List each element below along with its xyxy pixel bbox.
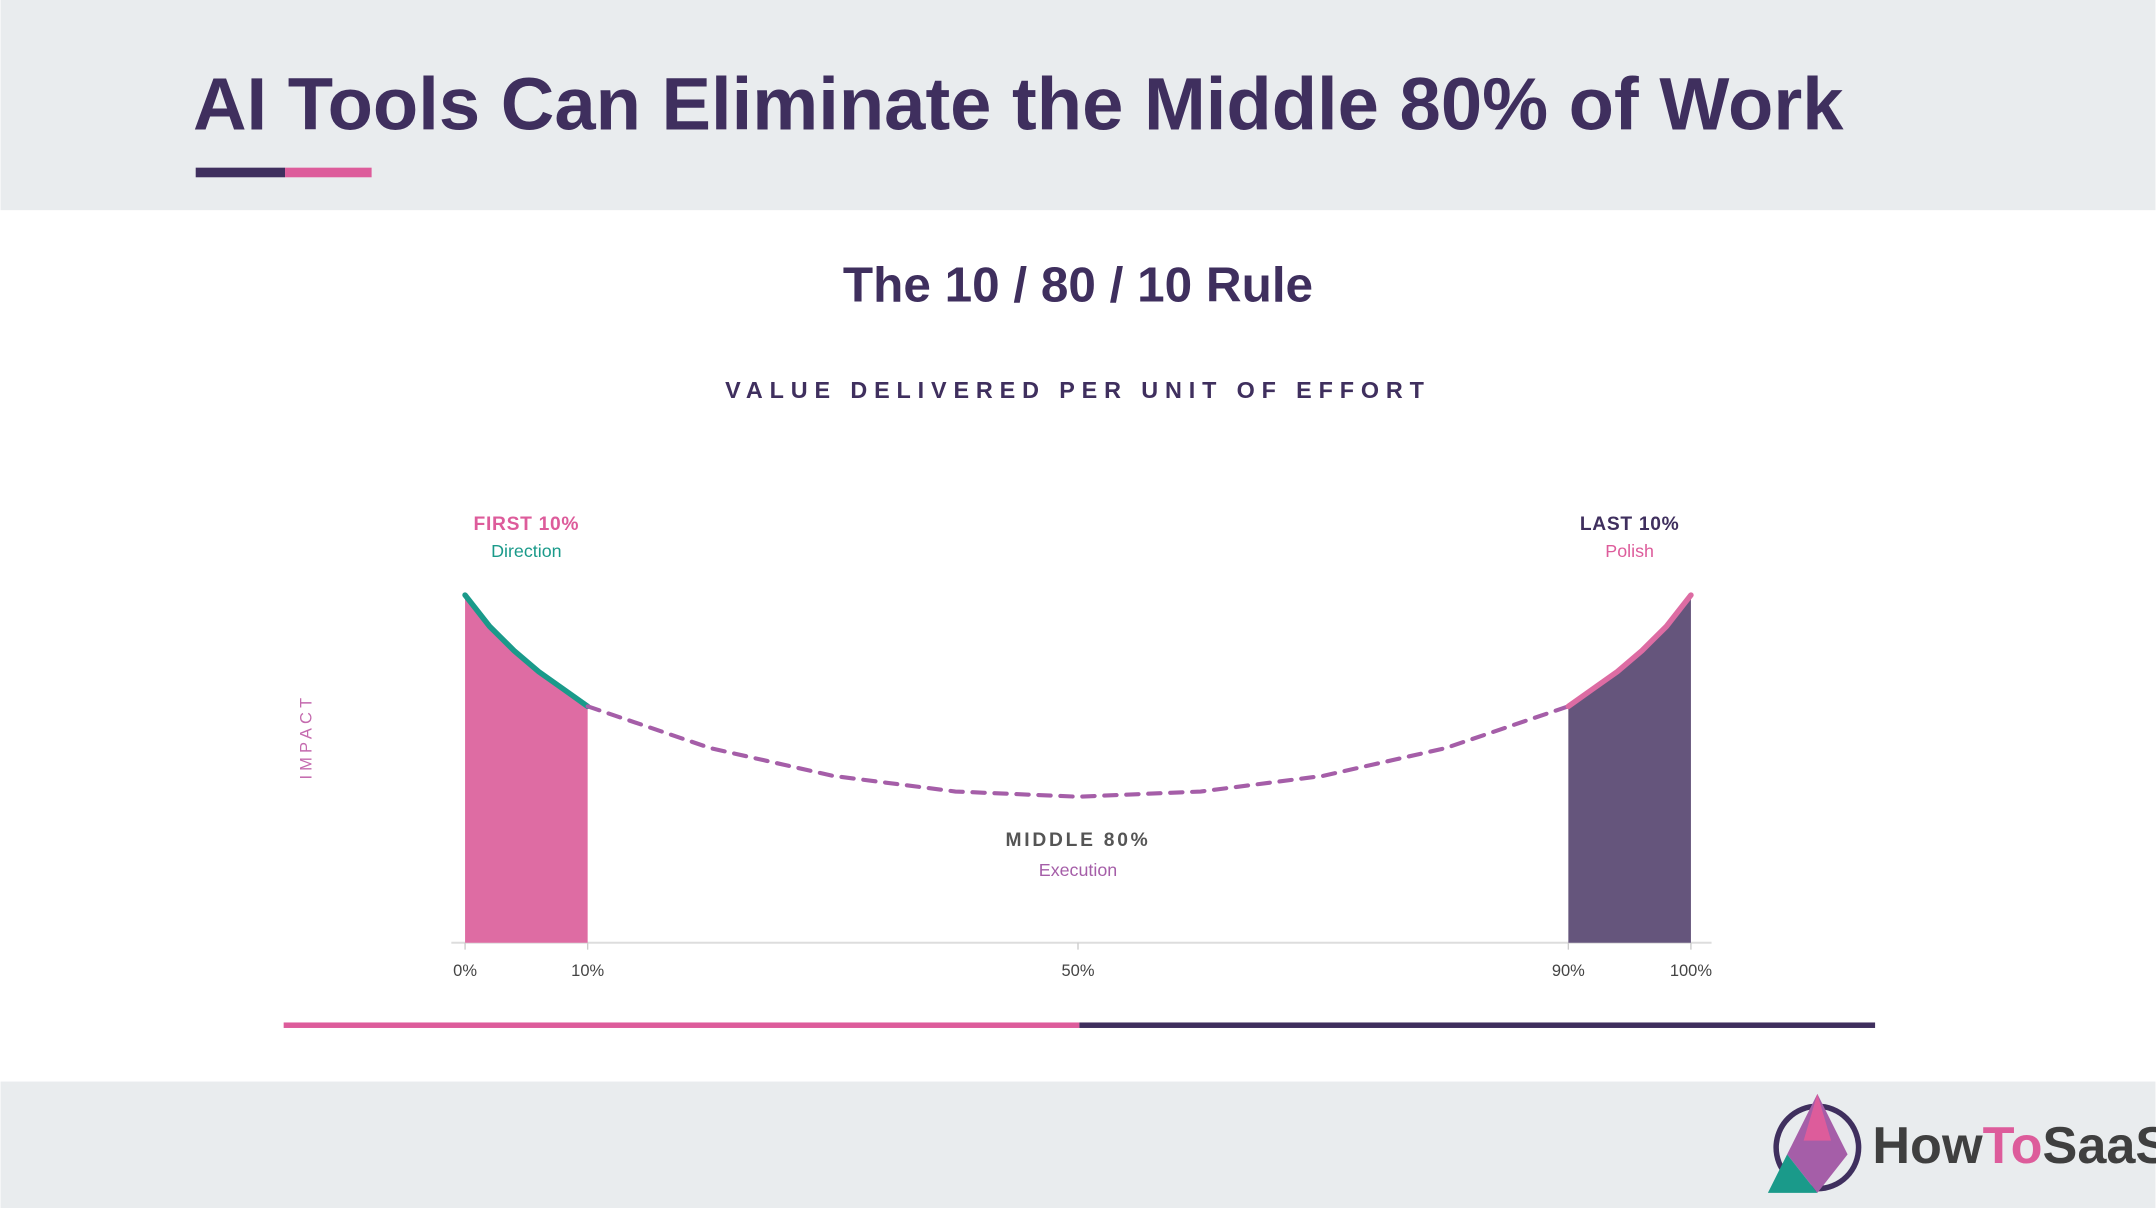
chart-subtitle: VALUE DELIVERED PER UNIT OF EFFORT <box>725 377 1431 403</box>
logo-shape <box>1767 1154 1818 1193</box>
segment-sublabel: Polish <box>1605 541 1654 561</box>
x-tick-label: 50% <box>1062 962 1095 980</box>
content-band <box>0 210 2156 1082</box>
page-title: AI Tools Can Eliminate the Middle 80% of… <box>193 63 1844 146</box>
logo-shape <box>1787 1093 1848 1193</box>
x-tick-label: 10% <box>571 962 604 980</box>
y-axis-label: IMPACT <box>297 694 315 780</box>
logo-shape <box>1803 1093 1832 1141</box>
title-underline <box>195 167 286 178</box>
segment-sublabel: Direction <box>491 541 561 561</box>
brand-part: How <box>1872 1117 1983 1175</box>
segment-label: LAST 10% <box>1580 514 1680 535</box>
title-underline <box>285 167 372 178</box>
divider <box>283 1022 1080 1028</box>
brand-part: SaaS <box>2042 1117 2156 1175</box>
chart-title: The 10 / 80 / 10 Rule <box>843 258 1313 313</box>
segment-label: MIDDLE 80% <box>1005 830 1150 851</box>
logo: HowToSaaS <box>1767 1093 2156 1193</box>
segment-sublabel: Execution <box>1039 860 1117 880</box>
segment-area <box>1568 595 1691 943</box>
segment-line <box>462 592 591 710</box>
segment-line <box>1565 592 1694 710</box>
brand-part: To <box>1983 1117 2043 1175</box>
segment-label: FIRST 10% <box>474 514 580 535</box>
x-tick-label: 0% <box>453 962 477 980</box>
x-tick-label: 100% <box>1670 962 1713 980</box>
x-tick-label: 90% <box>1552 962 1585 980</box>
divider <box>1079 1022 1876 1028</box>
brand: HowToSaaS <box>1872 1117 2156 1175</box>
segment-area <box>465 595 588 943</box>
